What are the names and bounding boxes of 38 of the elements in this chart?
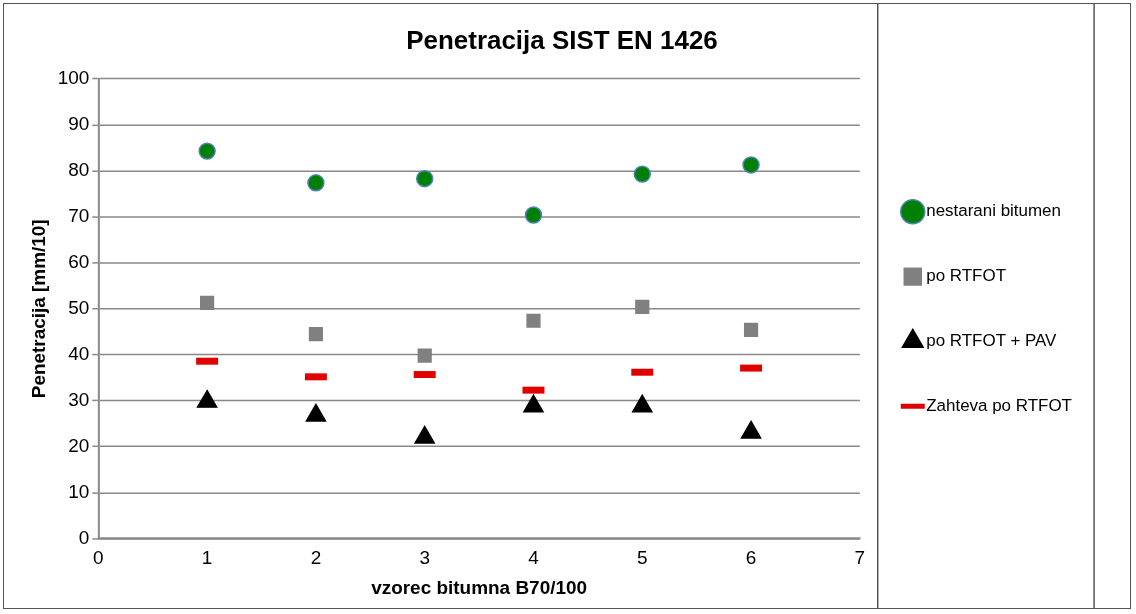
legend-label: Zahteva po RTFOT [926, 395, 1072, 415]
point [635, 299, 650, 315]
y-tick-label: 10 [68, 480, 90, 502]
point [526, 313, 541, 328]
chart-title: Penetracija SIST EN 1426 [406, 25, 718, 54]
y-axis-title: Penetracija [mm/10] [27, 219, 49, 399]
point [742, 156, 760, 174]
y-tick-label: 90 [68, 113, 90, 135]
y-tick-label: 40 [68, 342, 90, 364]
y-tick-label: 30 [68, 388, 90, 410]
y-tick-label: 0 [78, 526, 90, 548]
y-tick-label: 20 [68, 434, 90, 456]
x-tick-label: 0 [93, 547, 104, 569]
point [415, 169, 434, 188]
y-tick-label: 50 [68, 297, 90, 318]
y-tick-label: 70 [68, 205, 90, 227]
x-tick-label: 2 [310, 547, 322, 569]
legend-label: po RTFOT [926, 266, 1006, 286]
x-tick-label: 3 [419, 547, 430, 569]
point [524, 206, 543, 224]
x-tick-label: 1 [201, 547, 213, 569]
x-tick-label: 7 [854, 547, 866, 569]
point [308, 326, 324, 342]
y-tick-label: 80 [68, 159, 90, 181]
point [200, 295, 215, 310]
point [743, 322, 759, 338]
point [307, 174, 325, 192]
x-tick-label: 5 [637, 547, 648, 569]
legend-label: nestarani bitumen [926, 201, 1061, 221]
y-tick-label: 60 [68, 251, 90, 273]
point [198, 142, 216, 160]
point [633, 165, 652, 183]
y-tick-label: 100 [57, 67, 90, 89]
point [417, 348, 432, 363]
x-axis-title: vzorec bitumna B70/100 [371, 576, 588, 598]
legend-label: po RTFOT + PAV [926, 331, 1058, 351]
x-tick-label: 4 [528, 547, 539, 569]
x-tick-label: 6 [745, 547, 757, 569]
